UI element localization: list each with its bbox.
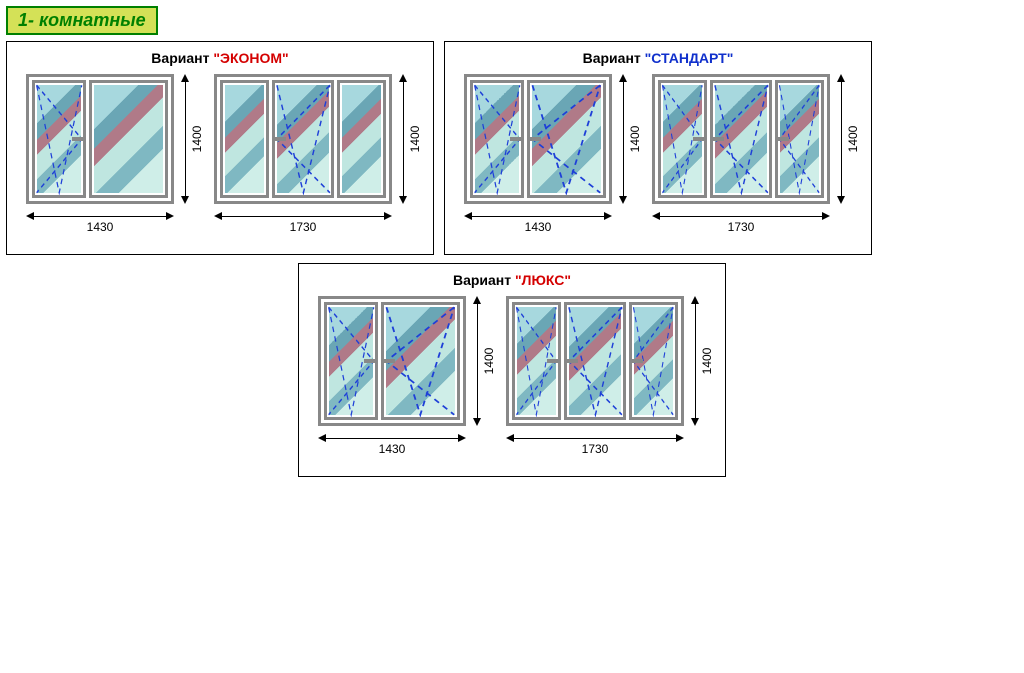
title-variant-name: "ЭКОНОМ" [213, 50, 288, 66]
dimension-label: 1730 [290, 220, 317, 234]
window-frame [318, 296, 466, 426]
window-unit: 14001430 [26, 74, 196, 226]
window-sash [89, 80, 168, 198]
handle-icon [274, 137, 286, 141]
window-frame [26, 74, 174, 204]
handle-icon [72, 137, 84, 141]
panel-row: Вариант "ЭКОНОМ"1400143014001730Вариант … [6, 41, 1018, 255]
dimension-label: 1400 [700, 348, 714, 375]
handle-icon [712, 137, 724, 141]
window-sash [629, 302, 678, 420]
window-sash [470, 80, 524, 198]
header-badge: 1- комнатные [6, 6, 158, 35]
dimension-vertical: 1400 [174, 74, 196, 204]
dimension-label: 1400 [190, 126, 204, 153]
window-frame [464, 74, 612, 204]
title-variant-name: "СТАНДАРТ" [645, 50, 734, 66]
window-sash [220, 80, 269, 198]
window-sash [381, 302, 460, 420]
title-word: Вариант [453, 272, 515, 288]
dimension-label: 1400 [482, 348, 496, 375]
window-unit: 14001430 [318, 296, 488, 448]
window-unit: 14001430 [464, 74, 634, 226]
variant-panel-standard: Вариант "СТАНДАРТ"1400143014001730 [444, 41, 872, 255]
variant-panel-econom: Вариант "ЭКОНОМ"1400143014001730 [6, 41, 434, 255]
window-sash [710, 80, 773, 198]
handle-icon [693, 137, 705, 141]
handle-icon [777, 137, 789, 141]
handle-icon [383, 359, 395, 363]
handle-icon [510, 137, 522, 141]
handle-icon [566, 359, 578, 363]
dimension-vertical: 1400 [830, 74, 852, 204]
window-frame [214, 74, 392, 204]
variant-panel-lux: Вариант "ЛЮКС"1400143014001730 [298, 263, 726, 477]
dimension-horizontal: 1730 [214, 206, 392, 226]
window-sash [272, 80, 335, 198]
panel-row: Вариант "ЛЮКС"1400143014001730 [6, 263, 1018, 477]
panel-title: Вариант "ЭКОНОМ" [17, 50, 423, 66]
dimension-label: 1730 [728, 220, 755, 234]
panel-title: Вариант "ЛЮКС" [309, 272, 715, 288]
handle-icon [364, 359, 376, 363]
window-sash [564, 302, 627, 420]
window-frame [652, 74, 830, 204]
window-sash [324, 302, 378, 420]
dimension-label: 1400 [846, 126, 860, 153]
diagram-root: Вариант "ЭКОНОМ"1400143014001730Вариант … [6, 41, 1018, 477]
dimension-horizontal: 1730 [652, 206, 830, 226]
title-variant-name: "ЛЮКС" [515, 272, 571, 288]
glass-pane [94, 85, 163, 193]
handle-icon [547, 359, 559, 363]
glass-pane [342, 85, 381, 193]
dimension-vertical: 1400 [466, 296, 488, 426]
dimension-vertical: 1400 [684, 296, 706, 426]
title-word: Вариант [583, 50, 645, 66]
dimension-horizontal: 1430 [464, 206, 612, 226]
dimension-horizontal: 1730 [506, 428, 684, 448]
dimension-label: 1400 [628, 126, 642, 153]
glass-pane [532, 85, 601, 193]
window-sash [512, 302, 561, 420]
window-frame [506, 296, 684, 426]
glass-pane [225, 85, 264, 193]
dimension-label: 1400 [408, 126, 422, 153]
dimension-label: 1430 [525, 220, 552, 234]
dimension-vertical: 1400 [392, 74, 414, 204]
window-sash [658, 80, 707, 198]
window-sash [527, 80, 606, 198]
window-sash [775, 80, 824, 198]
window-sash [32, 80, 86, 198]
window-sash [337, 80, 386, 198]
windows-row: 1400143014001730 [455, 74, 861, 226]
window-unit: 14001730 [652, 74, 852, 226]
window-unit: 14001730 [214, 74, 414, 226]
handle-icon [529, 137, 541, 141]
windows-row: 1400143014001730 [309, 296, 715, 448]
dimension-label: 1730 [582, 442, 609, 456]
handle-icon [631, 359, 643, 363]
panel-title: Вариант "СТАНДАРТ" [455, 50, 861, 66]
glass-pane [386, 307, 455, 415]
window-unit: 14001730 [506, 296, 706, 448]
title-word: Вариант [151, 50, 213, 66]
dimension-vertical: 1400 [612, 74, 634, 204]
dimension-label: 1430 [87, 220, 114, 234]
dimension-horizontal: 1430 [26, 206, 174, 226]
dimension-label: 1430 [379, 442, 406, 456]
dimension-horizontal: 1430 [318, 428, 466, 448]
windows-row: 1400143014001730 [17, 74, 423, 226]
